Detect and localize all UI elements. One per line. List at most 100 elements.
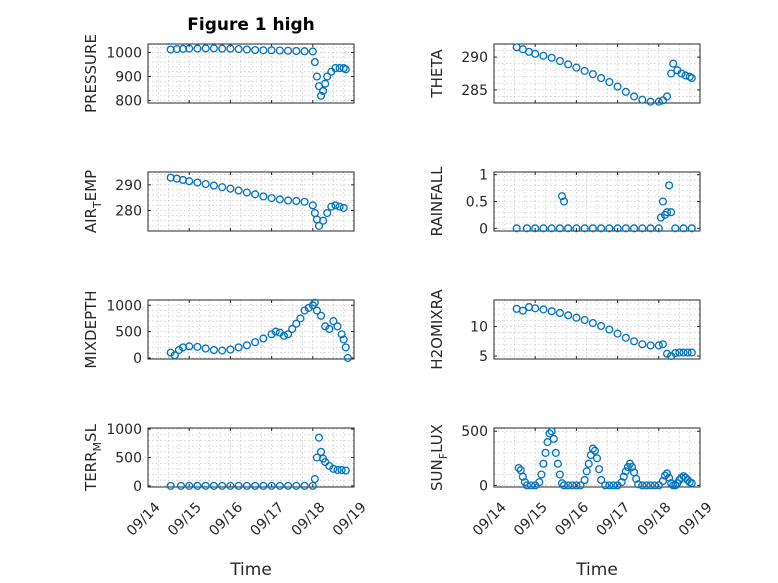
- data-point: [314, 433, 324, 442]
- data-point: [339, 203, 348, 212]
- data-point: [580, 475, 589, 485]
- data-point: [621, 333, 630, 342]
- data-point: [251, 481, 260, 490]
- data-point: [642, 481, 651, 490]
- x-tick-label: 09/17: [593, 499, 633, 539]
- data-point: [300, 47, 309, 56]
- data-point: [679, 224, 688, 233]
- data-point: [656, 213, 665, 222]
- data-point: [292, 319, 301, 328]
- data-point: [619, 472, 628, 481]
- data-point: [547, 224, 556, 233]
- data-point: [539, 224, 548, 233]
- subplot-terr: 0 500 1000 09/14 09/15 09/16 09/17 09/18 09/19 Ti…: [82, 422, 370, 580]
- data-point: [193, 342, 202, 351]
- data-point: [687, 479, 696, 488]
- data-point: [185, 177, 194, 186]
- data-point: [185, 342, 194, 351]
- data-point: [512, 224, 521, 233]
- data-point: [242, 341, 251, 350]
- data-point: [518, 306, 527, 315]
- data-point: [646, 481, 655, 490]
- data-point: [300, 306, 309, 315]
- data-point: [310, 475, 319, 484]
- data-point: [300, 197, 309, 206]
- data-point: [572, 63, 581, 72]
- data-point: [234, 45, 243, 54]
- x-tick-label: 09/15: [165, 499, 205, 539]
- data-point: [288, 324, 297, 334]
- data-point: [331, 201, 340, 210]
- data-point: [601, 481, 610, 490]
- data-point: [531, 49, 540, 58]
- data-point: [331, 64, 340, 73]
- data-point: [234, 343, 243, 352]
- data-point: [209, 345, 218, 355]
- y-tick-label: 280: [115, 203, 142, 219]
- data-point: [679, 348, 688, 357]
- data-point: [267, 481, 276, 490]
- data-point: [333, 465, 342, 475]
- data-point: [549, 434, 558, 443]
- y-tick-label: 500: [115, 325, 142, 341]
- data-point: [275, 195, 284, 204]
- x-tick-label: 09/19: [676, 499, 716, 539]
- y-tick-label: 5: [479, 349, 488, 365]
- x-tick-label: 09/15: [511, 499, 551, 539]
- data-point: [617, 478, 626, 487]
- y-tick-label: 1000: [106, 298, 142, 314]
- data-point: [559, 197, 569, 206]
- data-point: [251, 190, 260, 199]
- data-point: [201, 481, 210, 490]
- figure-title: Figure 1 high: [187, 15, 315, 35]
- data-point: [662, 349, 672, 358]
- subplot-air: 280 290 AIRTEMP: [82, 170, 355, 233]
- y-tick-label: 900: [115, 70, 142, 86]
- data-point: [267, 330, 276, 339]
- data-point: [514, 464, 523, 473]
- y-tick-label: 1: [479, 168, 488, 184]
- data-point: [259, 481, 268, 490]
- data-point: [671, 349, 680, 358]
- data-point: [687, 348, 696, 357]
- data-point: [675, 348, 684, 357]
- y-axis-label: MIXDEPTH: [82, 290, 100, 368]
- data-point: [522, 481, 532, 490]
- data-point: [234, 186, 243, 195]
- data-point: [646, 97, 655, 106]
- x-tick-label: 09/19: [330, 499, 370, 539]
- y-axis-label: AIRTEMP: [82, 170, 104, 233]
- data-point: [193, 178, 202, 187]
- data-point: [572, 313, 581, 322]
- data-point: [687, 224, 696, 233]
- data-point: [609, 481, 618, 490]
- data-point: [595, 465, 604, 474]
- data-point: [654, 97, 663, 106]
- y-tick-label: 10: [470, 320, 488, 336]
- data-point: [621, 467, 630, 476]
- data-point: [271, 327, 280, 336]
- data-point: [605, 77, 614, 87]
- data-point: [201, 344, 210, 353]
- data-point: [667, 69, 676, 78]
- data-point: [218, 481, 227, 490]
- x-tick-label: 09/16: [206, 499, 246, 539]
- y-tick-label: 0: [479, 221, 488, 237]
- data-point: [553, 459, 562, 468]
- data-point: [201, 180, 210, 189]
- data-point: [588, 224, 597, 233]
- data-point: [654, 341, 663, 350]
- data-point: [547, 307, 556, 316]
- data-point: [267, 194, 276, 203]
- data-point: [267, 46, 276, 55]
- data-point: [275, 481, 284, 490]
- y-tick-label: 500: [461, 424, 488, 440]
- data-point: [592, 454, 602, 463]
- data-point: [658, 476, 667, 486]
- data-point: [275, 46, 284, 55]
- data-point: [335, 202, 344, 211]
- data-point: [572, 481, 581, 490]
- data-point: [312, 306, 321, 315]
- subplot-pressure: 800 900 1000 PRESSURE: [82, 34, 355, 113]
- axes-frame: [147, 299, 355, 360]
